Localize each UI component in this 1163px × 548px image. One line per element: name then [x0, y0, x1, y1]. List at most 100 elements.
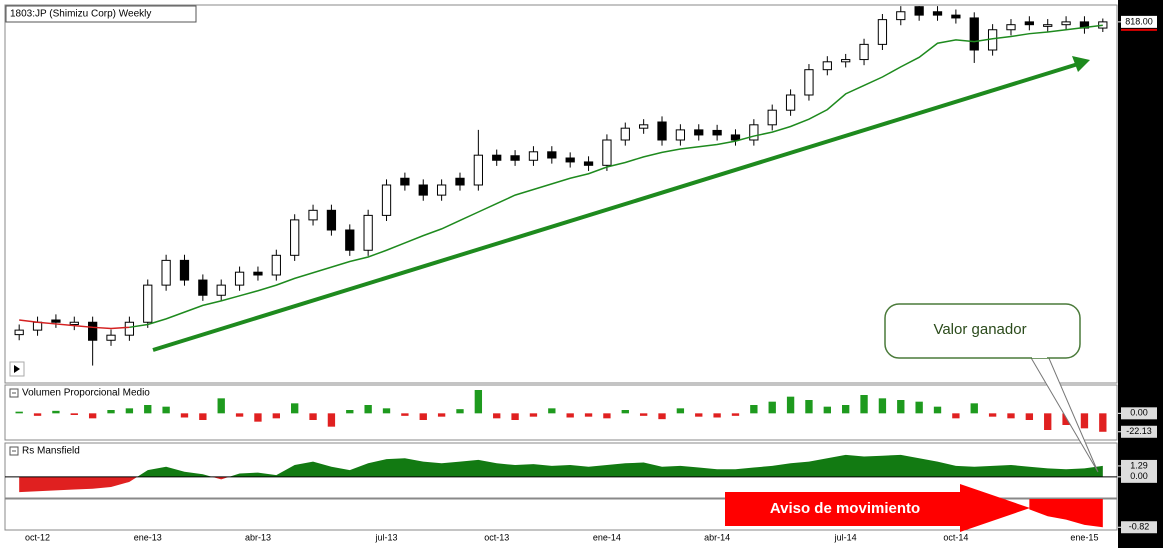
x-tick-label: ene-15 — [1070, 532, 1098, 542]
volume-bar — [1007, 413, 1015, 419]
candle-body — [1098, 21, 1108, 29]
candle-body — [730, 134, 741, 141]
candle-body — [749, 124, 759, 141]
volume-bar — [291, 403, 299, 414]
rs-panel — [4, 442, 1118, 499]
price-panel — [4, 4, 1118, 384]
y-tick-box — [1121, 459, 1157, 472]
candle-body — [657, 121, 667, 141]
candle-body — [767, 109, 777, 126]
candle-body — [1006, 24, 1016, 31]
volume-bar — [897, 400, 905, 414]
candle-body — [602, 139, 612, 166]
signal-text: Aviso de movimiento — [770, 500, 920, 517]
candle-body — [290, 219, 300, 256]
candle-body — [143, 284, 153, 323]
volume-bar — [382, 408, 391, 414]
callout-box — [884, 303, 1081, 359]
candle-body — [565, 157, 575, 163]
volume-bar — [731, 413, 740, 416]
volume-bar — [456, 409, 464, 414]
candle-body — [1061, 21, 1071, 26]
volume-bar — [364, 405, 372, 414]
candle-body — [822, 61, 832, 71]
candle-body — [455, 177, 465, 186]
x-tick-label: jul-14 — [834, 532, 857, 542]
volume-bar — [695, 413, 703, 417]
candle-body — [161, 259, 171, 286]
moving-average — [19, 319, 130, 330]
volume-bar — [33, 413, 42, 416]
volume-bar — [548, 408, 556, 414]
volume-bar — [419, 413, 427, 420]
y-tick-box — [1121, 15, 1157, 28]
volume-bar — [401, 413, 409, 416]
x-tick-label: oct-14 — [943, 532, 968, 542]
candle-body — [106, 334, 116, 341]
volume-bar — [529, 413, 538, 417]
volume-bar — [584, 413, 593, 417]
x-tick-label: abr-13 — [245, 532, 271, 542]
candle-body — [896, 11, 906, 21]
volume-bar — [933, 406, 942, 414]
volume-bar — [988, 413, 997, 417]
y-tick-label: -0.82 — [1129, 522, 1150, 532]
candle-body — [932, 11, 943, 16]
volume-bar — [52, 410, 60, 414]
candle-body — [436, 184, 447, 196]
volume-bar — [511, 413, 519, 420]
x-tick-label: ene-14 — [593, 532, 621, 542]
volume-bar — [346, 410, 354, 414]
y-tick-box — [1121, 470, 1157, 483]
volume-bar — [1025, 413, 1034, 420]
volume-bar — [1062, 413, 1070, 425]
candle-body — [418, 184, 428, 196]
panel-title: Volumen Proporcional Medio — [22, 388, 150, 399]
y-tick-label: 818.00 — [1125, 16, 1153, 26]
x-tick-label: oct-12 — [25, 532, 50, 542]
volume-bar — [493, 413, 501, 419]
x-tick-label: oct-13 — [484, 532, 509, 542]
candle-body — [179, 259, 190, 281]
volume-bar — [658, 413, 666, 420]
signal-arrow — [725, 484, 1030, 532]
candle-body — [1024, 21, 1034, 26]
candle-body — [88, 321, 98, 341]
x-tick-label: jul-13 — [375, 532, 398, 542]
candle-body — [400, 177, 410, 186]
volume-bar — [327, 413, 336, 427]
candle-body — [639, 124, 649, 129]
candle-body — [198, 279, 208, 296]
candle-body — [620, 127, 630, 141]
volume-bar — [603, 413, 611, 419]
callout-text: Valor ganador — [933, 321, 1026, 338]
volume-bar — [199, 413, 207, 420]
candle-body — [234, 271, 245, 286]
candle-body — [69, 321, 79, 325]
rs-area-positive — [19, 454, 1103, 477]
y-tick-label: -22.13 — [1126, 426, 1152, 436]
signal-area — [1029, 499, 1103, 528]
volume-bar — [309, 413, 317, 420]
volume-bar — [144, 405, 152, 414]
volume-bar — [713, 413, 721, 418]
volume-bar — [621, 410, 629, 414]
candle-body — [969, 17, 979, 51]
candle-body — [492, 154, 502, 161]
candle-body — [271, 254, 281, 276]
title-box — [5, 5, 197, 23]
volume-bar — [566, 413, 574, 418]
scroll-icon — [14, 365, 20, 373]
volume-bar — [805, 400, 813, 414]
candle-body — [785, 94, 796, 111]
volume-bar — [1080, 413, 1089, 429]
y-tick-box — [1121, 425, 1157, 438]
y-tick-box — [1121, 407, 1157, 420]
candle-body — [14, 329, 24, 336]
y-tick-label: 0.00 — [1130, 471, 1148, 481]
candle-body — [381, 184, 392, 216]
volume-bar — [437, 413, 446, 417]
volume-bar — [88, 413, 97, 419]
candle-body — [363, 214, 373, 251]
